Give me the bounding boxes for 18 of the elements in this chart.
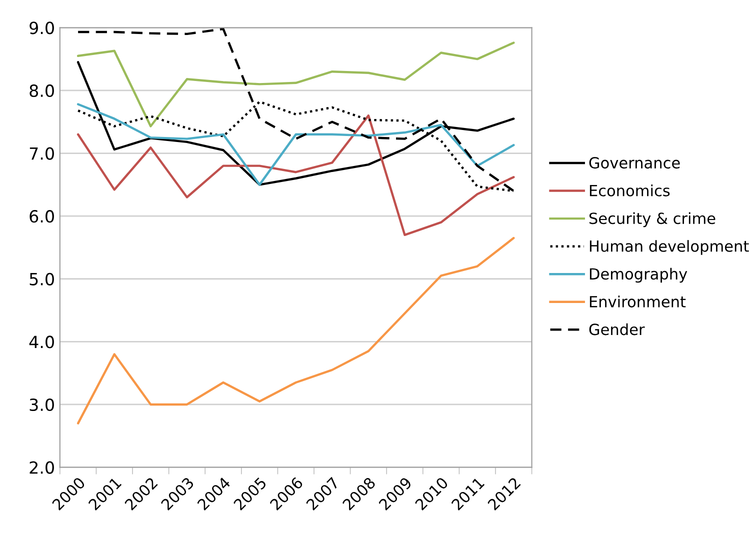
legend-label: Security & crime (589, 212, 716, 228)
legend-label: Governance (589, 157, 680, 169)
legend-label: Gender (589, 323, 645, 336)
y-tick-label: 2.0 (30, 461, 54, 474)
legend-label: Human development (590, 240, 749, 255)
line-series (76, 114, 515, 236)
y-tick-label: 7.0 (30, 147, 54, 160)
line-series (76, 236, 515, 424)
line-series (76, 42, 515, 128)
y-tick-label: 9.0 (30, 22, 54, 34)
y-tick-label: 5.0 (30, 272, 54, 286)
legend-label: Economics (590, 184, 670, 196)
legend-label: Environment (590, 296, 686, 308)
y-tick-label: 3.0 (30, 398, 54, 412)
y-tick-label: 8.0 (30, 84, 54, 98)
y-tick-label: 4.0 (29, 336, 54, 348)
y-tick-label: 6.0 (30, 210, 54, 223)
legend-label: Demography (590, 268, 688, 283)
